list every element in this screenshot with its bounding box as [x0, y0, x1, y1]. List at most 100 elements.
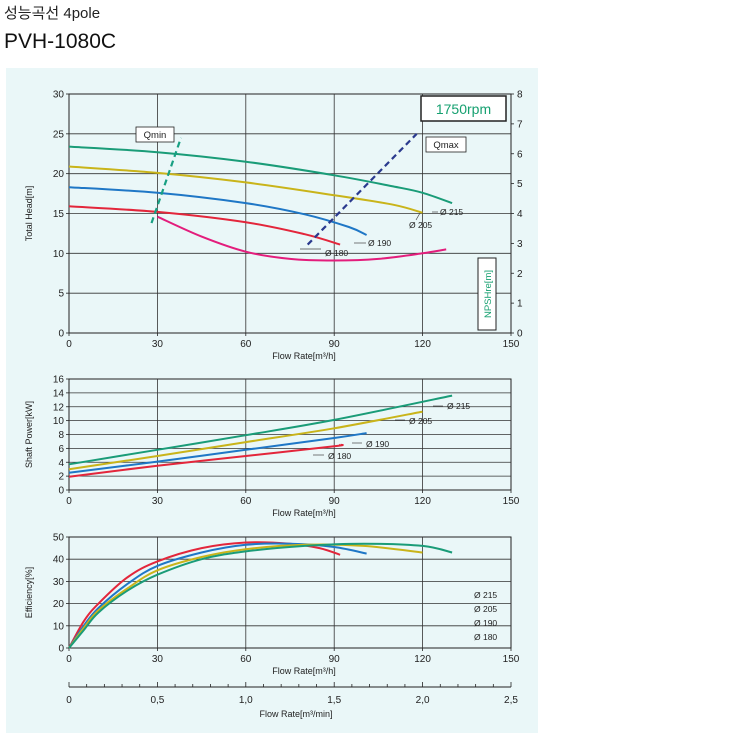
page-title: 성능곡선 4pole [4, 5, 101, 22]
head-y2-tick-label: 2 [517, 269, 523, 280]
model-name: PVH-1080C [4, 30, 117, 53]
power-x-tick-label: 0 [66, 496, 72, 507]
qmin-label-box [135, 126, 175, 143]
qmax-label: Qmax [433, 140, 459, 151]
qmin-line [150, 137, 183, 224]
head-curve-label: Ø 215 [440, 207, 463, 217]
head-y-tick-label: 10 [53, 249, 65, 260]
power-y-tick-label: 6 [58, 444, 64, 455]
rpm-label: 1750rpm [436, 101, 491, 117]
chart-panel [6, 68, 538, 733]
power-series-d215 [68, 394, 453, 466]
head-y-tick-label: 5 [58, 289, 64, 300]
power-series-d190 [68, 432, 367, 474]
efficiency-x-axis-label: Flow Rate[m³/h] [272, 666, 336, 676]
rpm-box [420, 95, 507, 122]
head-y2-tick-label: 0 [517, 329, 523, 340]
head-series-d205 [68, 165, 423, 214]
head-y2-tick-label: 8 [517, 90, 523, 101]
head-x-tick-label: 0 [66, 339, 72, 350]
qmax-line [306, 133, 418, 246]
power-y-tick-label: 0 [58, 486, 64, 497]
flow-min-axis-label: Flow Rate[m³/min] [259, 709, 332, 719]
efficiency-series-d215 [68, 542, 453, 649]
efficiency-x-tick-label: 150 [503, 654, 520, 665]
head-y2-tick-label: 3 [517, 239, 523, 250]
power-series-d205 [68, 410, 423, 471]
power-curve-label: Ø 215 [447, 401, 470, 411]
power-y-axis-label: Shaft Power[kW] [24, 401, 34, 468]
qmax-label-box [425, 136, 467, 153]
head-curve-label: Ø 190 [368, 238, 391, 248]
head-y-axis-label: Total Head[m] [24, 186, 34, 242]
flow-min-tick-label: 1,0 [239, 695, 253, 706]
efficiency-y-axis-label: Efficiency[%] [24, 567, 34, 618]
head-x-tick-label: 150 [503, 339, 520, 350]
efficiency-legend-label: Ø 205 [474, 604, 497, 614]
efficiency-x-tick-label: 120 [414, 654, 431, 665]
power-x-tick-label: 90 [329, 496, 341, 507]
qmin-label: Qmin [144, 130, 167, 141]
head-y2-tick-label: 7 [517, 119, 523, 130]
head-y2-tick-label: 6 [517, 149, 523, 160]
head-series-d180 [68, 205, 341, 246]
efficiency-y-tick-label: 40 [53, 555, 65, 566]
npshre-label-box [477, 257, 497, 331]
npshre-label: NPSHre[m] [483, 270, 494, 318]
head-y-tick-label: 15 [53, 209, 65, 220]
power-y-tick-label: 10 [53, 416, 65, 427]
power-curve-label: Ø 190 [366, 439, 389, 449]
power-y-tick-label: 12 [53, 402, 65, 413]
power-x-tick-label: 150 [503, 496, 520, 507]
efficiency-x-tick-label: 30 [152, 654, 164, 665]
head-y-tick-label: 0 [58, 329, 64, 340]
efficiency-y-tick-label: 0 [58, 644, 64, 655]
efficiency-x-tick-label: 90 [329, 654, 341, 665]
efficiency-y-tick-label: 50 [53, 533, 65, 544]
head-curve-label: Ø 205 [409, 220, 432, 230]
flow-min-tick-label: 0 [66, 695, 72, 706]
efficiency-x-tick-label: 0 [66, 654, 72, 665]
power-curve-label: Ø 205 [409, 416, 432, 426]
head-series-d215 [68, 145, 453, 205]
head-y-tick-label: 30 [53, 90, 65, 101]
head-y2-tick-label: 5 [517, 179, 523, 190]
efficiency-y-tick-label: 10 [53, 621, 65, 632]
head-series-min_head [156, 215, 447, 262]
head-x-tick-label: 90 [329, 339, 341, 350]
flow-min-tick-label: 2,0 [416, 695, 430, 706]
head-x-axis-label: Flow Rate[m³/h] [272, 351, 336, 361]
efficiency-legend-label: Ø 215 [474, 590, 497, 600]
flow-min-tick-label: 1,5 [327, 695, 341, 706]
power-series-d180 [68, 443, 344, 478]
flow-min-tick-label: 2,5 [504, 695, 518, 706]
head-y2-tick-label: 1 [517, 299, 523, 310]
efficiency-x-tick-label: 60 [240, 654, 252, 665]
power-y-tick-label: 16 [53, 375, 65, 386]
power-y-tick-label: 2 [58, 472, 64, 483]
head-x-tick-label: 30 [152, 339, 164, 350]
efficiency-plot-frame [68, 536, 512, 649]
head-series-d190 [68, 186, 368, 236]
power-curve-label: Ø 180 [328, 451, 351, 461]
efficiency-y-tick-label: 30 [53, 577, 65, 588]
head-y2-tick-label: 4 [517, 209, 523, 220]
efficiency-y-tick-label: 20 [53, 599, 65, 610]
power-x-axis-label: Flow Rate[m³/h] [272, 508, 336, 518]
power-y-tick-label: 4 [58, 458, 64, 469]
efficiency-legend-label: Ø 180 [474, 632, 497, 642]
head-x-tick-label: 60 [240, 339, 252, 350]
power-y-tick-label: 14 [53, 388, 65, 399]
flow-min-tick-label: 0,5 [150, 695, 164, 706]
head-x-tick-label: 120 [414, 339, 431, 350]
head-curve-label: Ø 180 [325, 248, 348, 258]
power-y-tick-label: 8 [58, 430, 64, 441]
head-y-tick-label: 20 [53, 169, 65, 180]
power-x-tick-label: 30 [152, 496, 164, 507]
head-curve-leader [415, 212, 421, 221]
head-y-tick-label: 25 [53, 129, 65, 140]
efficiency-legend-label: Ø 190 [474, 618, 497, 628]
power-x-tick-label: 60 [240, 496, 252, 507]
power-x-tick-label: 120 [414, 496, 431, 507]
